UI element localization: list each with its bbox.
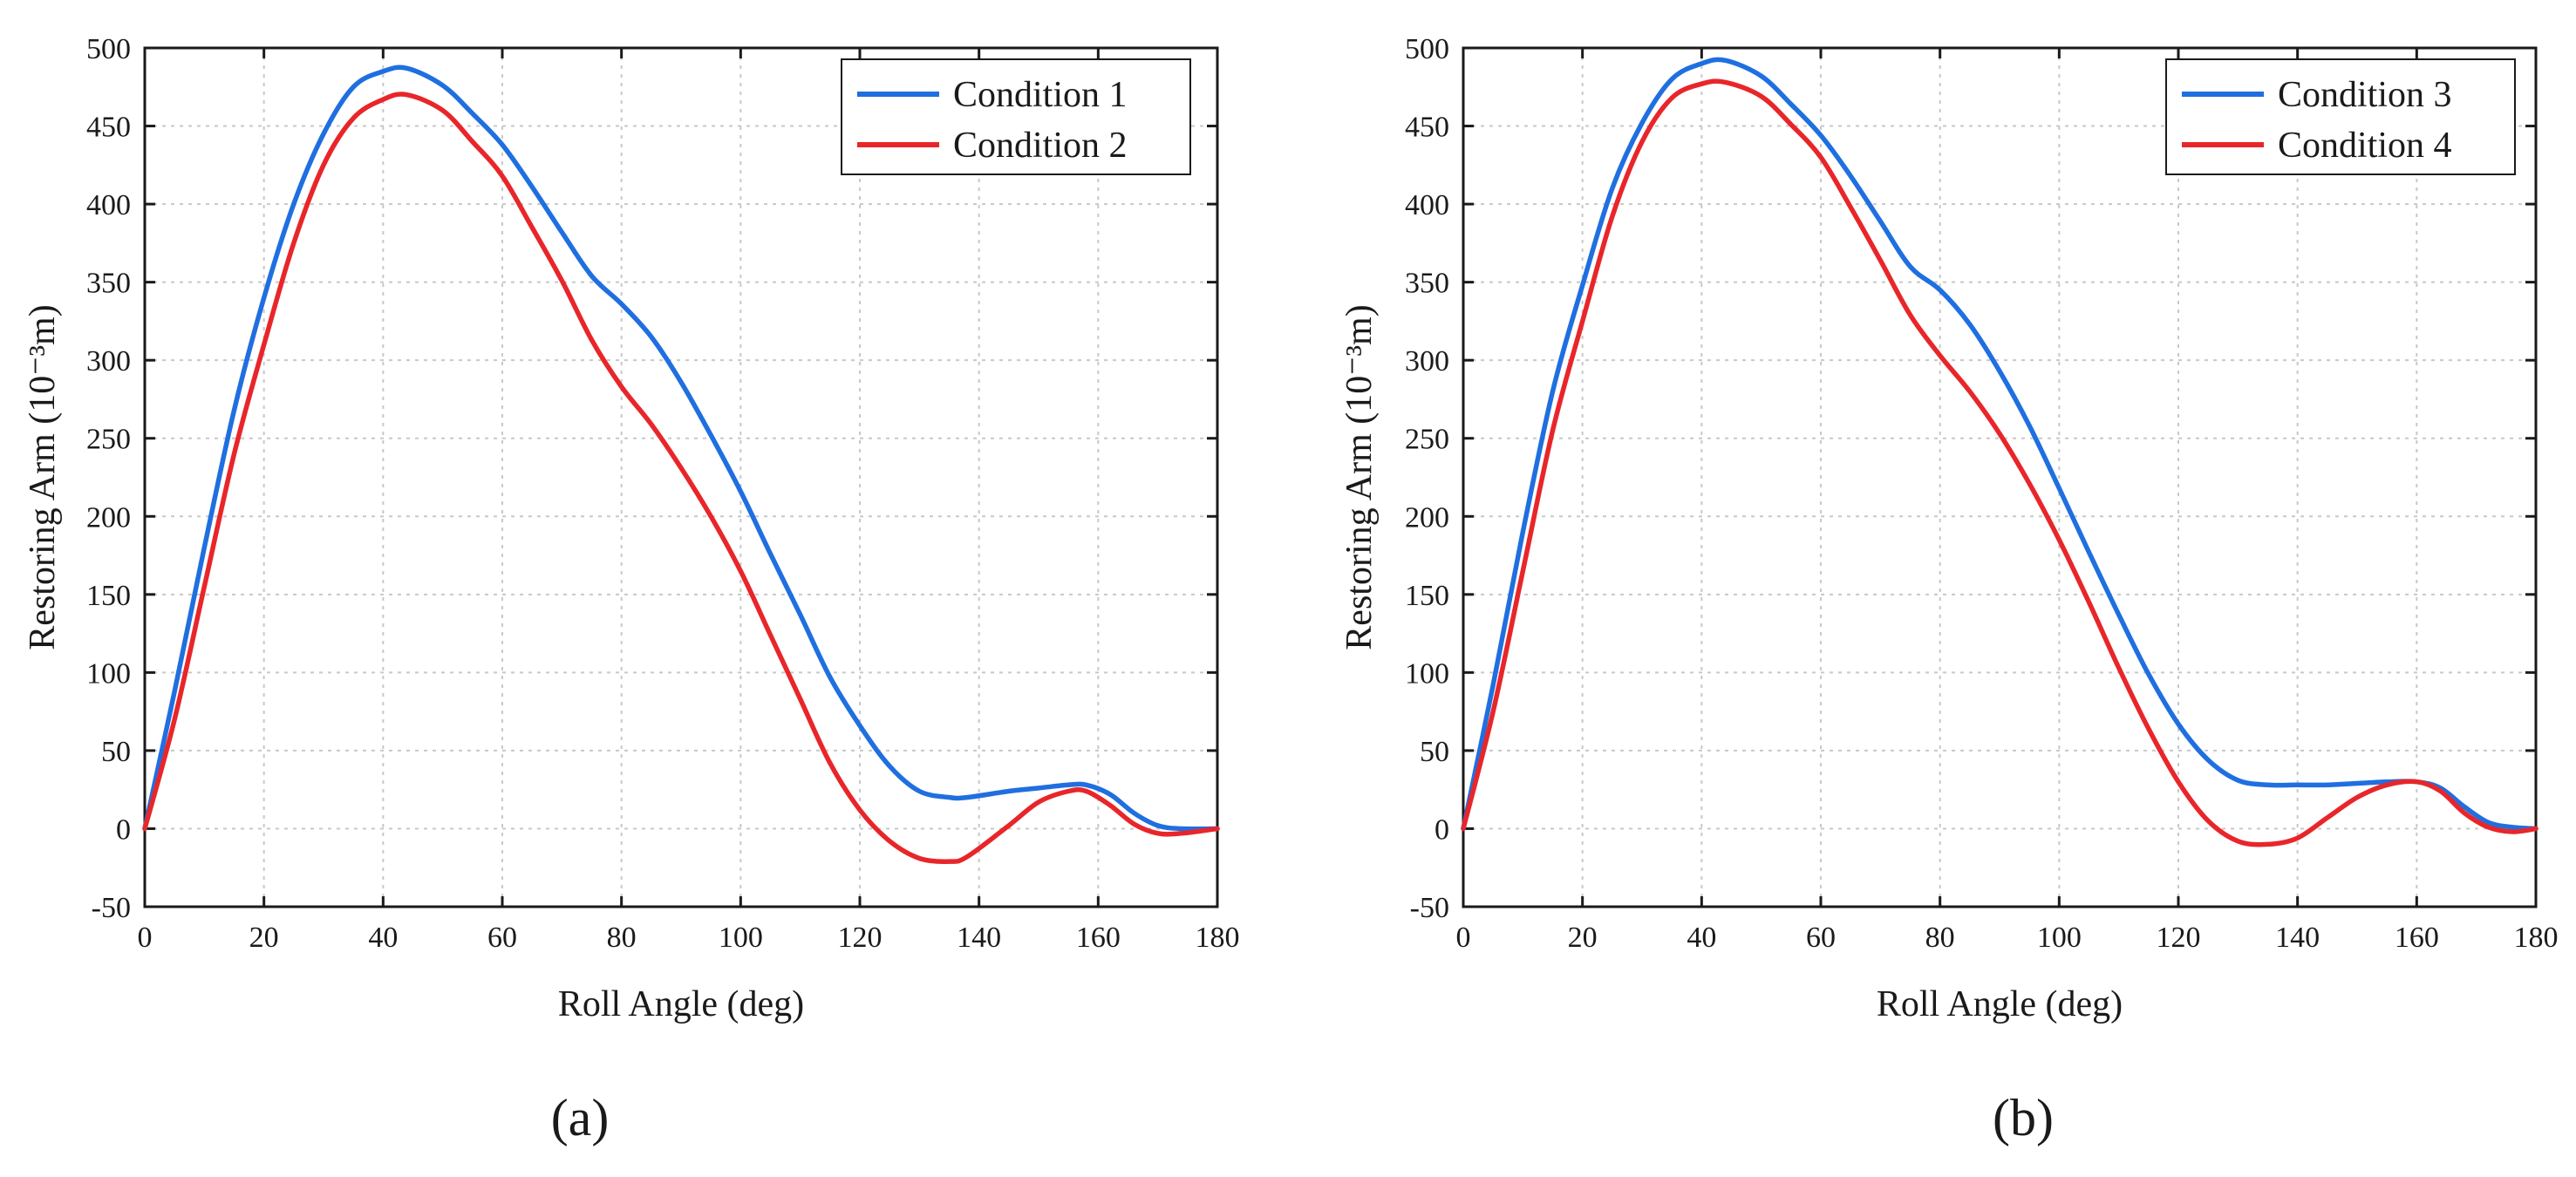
y-tick-label: 50 xyxy=(101,736,131,768)
x-tick-label: 20 xyxy=(249,922,279,954)
y-tick-label: 350 xyxy=(86,268,131,300)
y-tick-label: 450 xyxy=(86,112,131,144)
x-tick-label: 60 xyxy=(1806,922,1836,954)
y-tick-label: 250 xyxy=(86,424,131,456)
x-tick-label: 140 xyxy=(2275,922,2320,954)
y-tick-label: 400 xyxy=(86,189,131,221)
chart-panel-a: 0 20 40 60 80 100 120 140 160 180-500501001502002… xyxy=(23,33,1240,1146)
y-tick-label: 0 xyxy=(1435,813,1449,846)
x-tick-label: 0 xyxy=(138,922,153,954)
series-line-2 xyxy=(1461,78,2539,847)
x-tick-label: 100 xyxy=(2037,922,2082,954)
series-line-1 xyxy=(142,65,1220,832)
legend-label-1: Condition 3 xyxy=(2278,75,2452,115)
x-tick-label: 20 xyxy=(1568,922,1598,954)
y-tick-label: 300 xyxy=(1405,345,1449,378)
y-tick-label: 450 xyxy=(1405,112,1449,144)
y-tick-label: -50 xyxy=(1410,892,1449,924)
legend-label-1: Condition 1 xyxy=(953,75,1128,115)
x-tick-label: 80 xyxy=(1925,922,1955,954)
legend-label-2: Condition 2 xyxy=(953,126,1128,166)
y-tick-label: 500 xyxy=(1405,33,1449,65)
x-tick-label: 160 xyxy=(1076,922,1121,954)
y-tick-label: 0 xyxy=(116,813,131,846)
x-tick-label: 60 xyxy=(487,922,517,954)
x-tick-label: 140 xyxy=(957,922,1001,954)
x-tick-label: 180 xyxy=(1196,922,1240,954)
y-axis-title: Restoring Arm (10⁻³m) xyxy=(1339,304,1380,650)
y-tick-label: 200 xyxy=(86,501,131,534)
x-axis-title: Roll Angle (deg) xyxy=(1877,984,2123,1024)
legend-label-2: Condition 4 xyxy=(2278,126,2452,166)
y-tick-label: 250 xyxy=(1405,424,1449,456)
x-axis-title: Roll Angle (deg) xyxy=(558,984,804,1024)
y-tick-label: 500 xyxy=(86,33,131,65)
series-line-1 xyxy=(1461,57,2539,832)
y-tick-label: 50 xyxy=(1420,736,1449,768)
y-tick-label: 350 xyxy=(1405,268,1449,300)
y-tick-label: 150 xyxy=(1405,580,1449,612)
x-tick-label: 40 xyxy=(368,922,398,954)
x-tick-label: 160 xyxy=(2395,922,2439,954)
legend-box xyxy=(841,58,1191,175)
legend-box xyxy=(2165,58,2516,175)
panel-caption: (b) xyxy=(1993,1089,2054,1146)
panel-caption: (a) xyxy=(551,1089,610,1146)
y-tick-label: 300 xyxy=(86,345,131,378)
x-tick-label: 120 xyxy=(2157,922,2201,954)
y-tick-label: 100 xyxy=(86,657,131,690)
chart-panel-b: 0 20 40 60 80 100 120 140 160 180-500501001502002… xyxy=(1339,33,2559,1146)
y-tick-label: 150 xyxy=(86,580,131,612)
x-tick-label: 120 xyxy=(838,922,883,954)
plot-frame xyxy=(143,46,1219,908)
y-tick-label: -50 xyxy=(92,892,131,924)
x-tick-label: 40 xyxy=(1687,922,1716,954)
x-tick-label: 180 xyxy=(2514,922,2559,954)
series-line-2 xyxy=(142,92,1220,864)
y-axis-title: Restoring Arm (10⁻³m) xyxy=(23,304,63,650)
y-tick-label: 400 xyxy=(1405,189,1449,221)
x-tick-label: 100 xyxy=(719,922,763,954)
plot-frame xyxy=(1462,46,2538,908)
x-tick-label: 0 xyxy=(1456,922,1471,954)
x-tick-label: 80 xyxy=(607,922,637,954)
y-tick-label: 200 xyxy=(1405,501,1449,534)
y-tick-label: 100 xyxy=(1405,657,1449,690)
